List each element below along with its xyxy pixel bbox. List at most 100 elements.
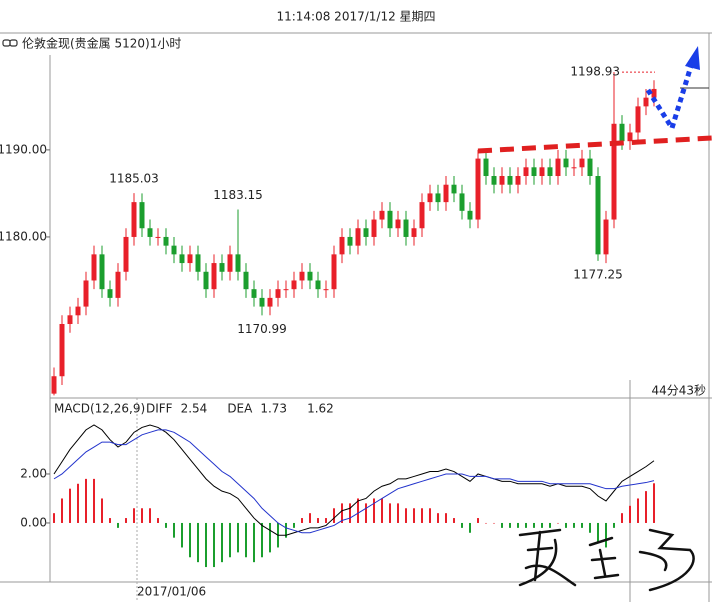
candle-body <box>619 123 625 142</box>
macd-bar <box>581 522 583 528</box>
candle-body <box>387 210 393 229</box>
candle-body <box>587 158 593 177</box>
candle-body <box>195 254 201 272</box>
candle-body <box>651 88 657 98</box>
candle-body <box>115 271 121 298</box>
macd-bar <box>317 518 319 523</box>
macd-bar <box>477 518 479 523</box>
candle-body <box>611 123 617 220</box>
candle-body <box>251 289 257 298</box>
candle-body <box>595 176 601 255</box>
candle-body <box>339 236 345 255</box>
candle-body <box>395 219 401 229</box>
candle-body <box>547 167 553 177</box>
macd-bar <box>213 522 215 568</box>
macd-bar <box>565 522 567 528</box>
candle-body <box>531 167 537 177</box>
macd-bar <box>221 522 223 563</box>
drawn-annotations <box>477 46 712 592</box>
price-annotation: 1185.03 <box>109 172 159 186</box>
candle-body <box>275 289 281 298</box>
macd-bar <box>453 518 455 523</box>
macd-bar <box>301 518 303 523</box>
macd-bar <box>245 522 247 558</box>
macd-bar <box>421 508 423 523</box>
price-annotation: 1177.25 <box>573 267 623 281</box>
macd-bar <box>549 522 551 528</box>
candle-body <box>555 158 561 177</box>
macd-bar <box>517 522 519 528</box>
y-tick-label: 1190.00 <box>0 142 47 156</box>
signature <box>518 528 695 592</box>
macd-bar <box>357 498 359 523</box>
macd-bar <box>125 518 127 523</box>
candle-body <box>83 280 89 307</box>
candle-body <box>243 271 249 290</box>
price-annotation: 1198.93 <box>570 65 620 79</box>
macd-bar <box>461 522 463 528</box>
price-annotation: 1170.99 <box>237 322 287 336</box>
macd-bar <box>205 522 207 568</box>
macd-bar <box>469 522 471 533</box>
macd-bar <box>605 522 607 548</box>
macd-bar <box>485 522 487 524</box>
candle-body <box>499 176 505 185</box>
candle-body <box>323 289 329 291</box>
candle-body <box>635 106 641 133</box>
candle-body <box>307 271 313 281</box>
candle-body <box>99 254 105 290</box>
countdown: 44分43秒 <box>651 384 706 398</box>
candle-body <box>283 289 289 291</box>
candle-body <box>379 210 385 220</box>
candle-body <box>163 236 169 246</box>
candle-body <box>459 193 465 211</box>
macd-bar <box>261 522 263 558</box>
macd-bar <box>557 522 559 524</box>
candle-body <box>427 193 433 203</box>
macd-bar <box>181 522 183 548</box>
macd-bar <box>589 522 591 533</box>
candle-body <box>155 236 161 238</box>
macd-bar <box>493 522 495 524</box>
macd-bar <box>373 498 375 523</box>
candle-body <box>131 202 137 237</box>
candle-body <box>315 280 321 290</box>
candle-body <box>331 254 337 290</box>
macd-bar <box>61 498 63 523</box>
chart-title: 伦敦金现(贵金属 5120)1小时 <box>22 36 181 51</box>
candle-body <box>107 289 113 298</box>
macd-bar <box>173 522 175 538</box>
macd-bar <box>397 503 399 523</box>
legend-value: 1.62 <box>307 402 334 416</box>
macd-bar <box>573 522 575 528</box>
candle-body <box>491 176 497 185</box>
candle-body <box>291 280 297 290</box>
candle-body <box>259 297 265 307</box>
candle-body <box>451 184 457 194</box>
candle-body <box>435 193 441 203</box>
legend-name: DIFF <box>146 402 173 416</box>
macd-bar <box>365 503 367 523</box>
candle-body <box>467 210 473 220</box>
macd-line <box>53 429 655 534</box>
macd-bar <box>269 522 271 553</box>
macd-bar <box>165 522 167 528</box>
macd-bar <box>133 508 135 523</box>
candle-body <box>515 176 521 185</box>
candle-body <box>403 219 409 237</box>
macd-bar <box>53 513 55 523</box>
macd-bar <box>85 478 87 523</box>
candle-body <box>443 184 449 203</box>
macd-bar <box>501 522 503 528</box>
macd-bar <box>445 513 447 523</box>
macd-bar <box>293 522 295 528</box>
macd-bar <box>197 522 199 563</box>
candle-body <box>371 219 377 237</box>
y-tick-label: 0.00 <box>20 515 47 529</box>
candle-body <box>603 219 609 255</box>
candle-body <box>67 315 73 325</box>
candle-body <box>211 263 217 290</box>
candle-body <box>523 167 529 177</box>
price-annotation: 1183.15 <box>213 188 263 202</box>
